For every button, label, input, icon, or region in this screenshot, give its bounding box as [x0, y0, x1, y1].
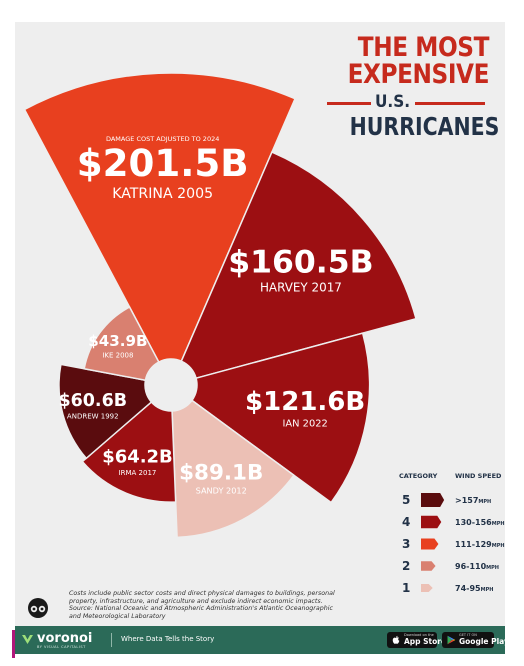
sector-sandy [171, 399, 295, 539]
visual-capitalist-logo-icon [25, 597, 51, 623]
apple-icon [392, 635, 400, 644]
google-play-small-text: GET IT ON [459, 633, 477, 637]
poster: $201.5B KATRINA 2005 DAMAGE COST ADJUSTED … [15, 22, 505, 626]
title-rule-right [415, 102, 485, 105]
sector-irma [81, 400, 177, 503]
footnote-line-1: Costs include public sector costs and di… [69, 590, 335, 597]
sector-katrina [23, 72, 297, 364]
legend-speed-unit-1: MPH [481, 587, 494, 593]
sector-ike [83, 306, 160, 382]
value-label-katrina: $201.5B [77, 141, 249, 185]
app-store-button[interactable]: Download on the App Store [387, 632, 446, 648]
legend-header-speed: WIND SPEED [455, 472, 502, 480]
title-line-3: U.S. [375, 92, 411, 112]
legend-speed-1: 74-95MPH [455, 584, 493, 593]
footer-tagline: Where Data Tells the Story [121, 635, 215, 643]
google-play-icon [447, 635, 456, 645]
footer-divider [111, 633, 112, 647]
legend-category-4: 4 [402, 515, 410, 529]
value-label-irma: $64.2B [102, 446, 173, 467]
name-label-ike: IKE 2008 [102, 351, 133, 359]
app-store-small-text: Download on the [404, 633, 434, 637]
sector-ian [190, 332, 371, 504]
footer-bar: voronoi BY VISUAL CAPITALIST Where Data … [12, 626, 509, 658]
name-label-irma: IRMA 2017 [119, 469, 157, 477]
legend-category-2: 2 [402, 559, 410, 573]
footnote: Costs include public sector costs and di… [69, 590, 369, 620]
legend-swatch-1 [421, 584, 433, 592]
legend-swatch-5 [421, 493, 445, 507]
value-label-harvey: $160.5B [228, 245, 373, 281]
name-label-katrina: KATRINA 2005 [112, 186, 213, 202]
title-line-2: EXPENSIVE [347, 59, 490, 90]
title-line-4: HURRICANES [349, 112, 500, 141]
legend-swatch-2 [421, 561, 436, 571]
legend-speed-unit-4: MPH [492, 521, 505, 527]
legend-speed-unit-5: MPH [478, 499, 491, 505]
legend-speed-unit-3: MPH [492, 543, 505, 549]
chart-title: THE MOST EXPENSIVE U.S. HURRICANES [319, 32, 500, 141]
legend-category-5: 5 [402, 493, 410, 507]
legend-header-category: CATEGORY [399, 472, 438, 480]
app-store-label: App Store [404, 637, 447, 646]
sector-andrew [58, 363, 153, 460]
value-label-ian: $121.6B [245, 387, 365, 417]
legend-speed-unit-2: MPH [486, 565, 499, 571]
footnote-line-4: and Meteorological Laboratory [69, 612, 166, 620]
value-label-andrew: $60.6B [58, 391, 127, 411]
voronoi-logo-icon [22, 635, 33, 644]
google-play-label: Google Play [459, 637, 509, 646]
name-label-andrew: ANDREW 1992 [67, 413, 119, 421]
footnote-line-3: Source: National Oceanic and Atmospheric… [69, 605, 333, 613]
brand-name[interactable]: voronoi [37, 631, 93, 646]
legend-category-3: 3 [402, 537, 410, 551]
legend-speed-4: 130-156MPH [455, 518, 505, 527]
google-play-button[interactable]: GET IT ON Google Play [442, 632, 509, 648]
legend-speed-2: 96-110MPH [455, 562, 499, 571]
value-label-ike: $43.9B [88, 332, 147, 350]
legend-swatch-3 [421, 538, 439, 550]
sector-harvey [180, 151, 417, 380]
brand-subtitle: BY VISUAL CAPITALIST [37, 645, 86, 649]
legend-speed-3: 111-129MPH [455, 540, 505, 549]
subtitle-label: DAMAGE COST ADJUSTED TO 2024 [106, 135, 219, 143]
value-label-sandy: $89.1B [179, 460, 263, 485]
footer-accent [12, 630, 15, 658]
title-us-row: U.S. [319, 92, 489, 114]
legend-speed-5: >157MPH [455, 496, 491, 505]
legend-swatch-4 [421, 515, 442, 529]
title-rule-left [327, 102, 371, 105]
title-line-1: THE MOST [357, 32, 490, 63]
footnote-line-2: property, infrastructure, and agricultur… [69, 597, 323, 605]
name-label-ian: IAN 2022 [282, 419, 327, 430]
name-label-harvey: HARVEY 2017 [260, 281, 342, 295]
name-label-sandy: SANDY 2012 [196, 486, 247, 496]
legend-category-1: 1 [402, 581, 410, 595]
